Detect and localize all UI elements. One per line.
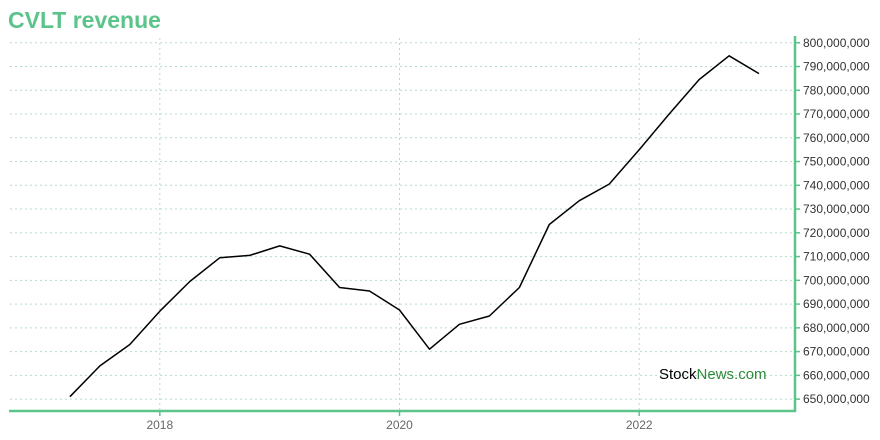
y-tick-label: 790,000,000 [803, 60, 870, 74]
y-tick-label: 700,000,000 [803, 273, 870, 287]
data-point [518, 286, 521, 289]
y-tick-label: 760,000,000 [803, 131, 870, 145]
data-point [278, 244, 281, 247]
data-point [68, 395, 71, 398]
axes [9, 36, 797, 413]
y-tick-label: 730,000,000 [803, 202, 870, 216]
data-point [578, 199, 581, 202]
watermark-stock: Stock [659, 366, 697, 383]
watermark-news: News.com [697, 366, 767, 383]
data-point [188, 280, 191, 283]
data-point [128, 343, 131, 346]
y-axis-ticks: 650,000,000 660,000,000 670,000,000 680,000… [795, 36, 870, 406]
x-tick-label: 2022 [626, 418, 653, 432]
data-point [488, 314, 491, 317]
y-tick-label: 650,000,000 [803, 392, 870, 406]
x-tick-label: 2018 [146, 418, 173, 432]
y-tick-label: 680,000,000 [803, 321, 870, 335]
data-point [668, 113, 671, 116]
series-group [68, 54, 761, 398]
data-point [218, 256, 221, 259]
revenue-series-line [69, 55, 760, 398]
y-tick-label: 800,000,000 [803, 36, 870, 50]
y-tick-label: 770,000,000 [803, 107, 870, 121]
y-tick-label: 780,000,000 [803, 83, 870, 97]
y-tick-label: 750,000,000 [803, 155, 870, 169]
y-tick-label: 690,000,000 [803, 297, 870, 311]
y-tick-label: 710,000,000 [803, 250, 870, 264]
y-tick-label: 720,000,000 [803, 226, 870, 240]
data-point [248, 254, 251, 257]
data-point [308, 253, 311, 256]
y-tick-label: 660,000,000 [803, 368, 870, 382]
y-tick-label: 740,000,000 [803, 178, 870, 192]
watermark: StockNews.com [659, 366, 767, 383]
data-point [158, 310, 161, 313]
chart-title: CVLT revenue [8, 7, 161, 33]
data-point [398, 309, 401, 312]
data-point [428, 348, 431, 351]
y-tick-label: 670,000,000 [803, 345, 870, 359]
data-point [698, 78, 701, 81]
data-point [638, 148, 641, 151]
x-tick-label: 2020 [386, 418, 413, 432]
data-point [338, 286, 341, 289]
data-point [728, 54, 731, 57]
grid-lines [10, 38, 795, 411]
data-point [458, 323, 461, 326]
data-point [608, 183, 611, 186]
data-point [758, 72, 761, 75]
data-point [368, 290, 371, 293]
data-point [98, 364, 101, 367]
data-point [548, 223, 551, 226]
x-axis-ticks: 2018 2020 2022 [146, 411, 653, 432]
